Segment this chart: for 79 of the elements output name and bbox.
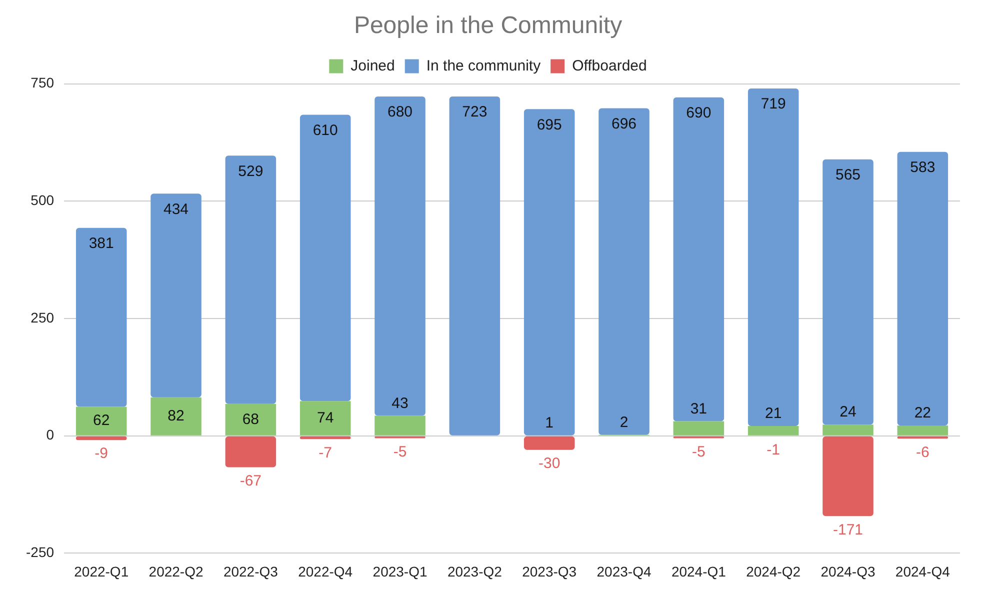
x-tick-label: 2023-Q4 [596,563,652,580]
bar [76,228,127,407]
bar [822,424,874,436]
y-tick-label: 500 [30,192,54,208]
x-tick-label: 2022-Q3 [223,563,278,580]
bar [897,152,948,426]
bar [150,194,202,398]
data-label: -30 [538,455,560,472]
data-label: 434 [164,200,189,218]
x-tick-label: 2024-Q3 [820,563,876,580]
data-label: 529 [238,162,264,180]
bar [76,436,127,440]
data-label: 583 [910,159,936,176]
bar [374,96,426,416]
data-label: 43 [392,394,408,412]
bar [673,421,724,436]
bar [897,426,948,436]
chart-title: People in the Community [354,12,622,40]
data-label: 565 [835,166,861,184]
data-label: 719 [760,96,786,113]
bar [673,97,724,422]
bar [524,109,575,436]
data-label: 21 [764,405,782,422]
x-tick-label: 2024-Q1 [671,563,726,580]
data-label: 22 [914,404,932,422]
bar [225,436,276,468]
y-tick-label: 250 [30,309,54,326]
data-label: -9 [94,445,108,462]
data-label: -171 [832,521,864,538]
data-label: 24 [840,404,856,421]
legend-label: Offboarded [572,57,647,74]
data-label: 74 [317,409,334,426]
legend-label: Joined [350,57,395,74]
bar [822,159,874,425]
legend-label: In the community [426,57,542,74]
bar [300,436,351,440]
bar [300,401,351,436]
data-label: 68 [242,410,260,428]
bar [449,96,500,436]
data-label: -67 [240,472,262,490]
bar [300,114,351,402]
x-tick-label: 2024-Q2 [746,563,801,580]
data-label: 690 [686,104,712,122]
x-tick-label: 2023-Q2 [447,563,502,580]
bar [374,416,426,436]
bar [524,436,575,450]
y-tick-label: 0 [46,426,54,443]
data-label: -6 [916,444,930,461]
y-tick-label: 750 [30,74,54,91]
data-label: 62 [93,412,110,430]
x-tick-label: 2022-Q2 [148,563,204,580]
data-label: 1 [545,414,554,432]
data-label: 31 [690,400,708,418]
data-label: 610 [312,122,338,139]
data-label: -5 [393,443,407,460]
data-label: 723 [462,104,488,121]
data-label: 680 [387,104,413,121]
bar [76,406,127,436]
data-label: -7 [318,444,332,462]
bar [598,108,650,435]
x-tick-label: 2023-Q1 [372,563,428,580]
data-label: -1 [766,441,780,458]
data-label: 2 [620,414,628,432]
x-tick-label: 2022-Q1 [74,563,129,580]
bar [748,88,799,426]
bar [225,404,276,436]
data-label: 695 [536,116,562,134]
bar [748,426,799,436]
data-label: 82 [168,407,184,424]
data-label: 381 [88,235,114,252]
bar [822,436,874,516]
y-tick-label: -250 [26,544,54,560]
x-tick-label: 2022-Q4 [298,563,353,580]
x-tick-label: 2024-Q4 [895,563,950,580]
bar [150,397,202,436]
data-label: -5 [692,443,706,460]
bar [225,156,276,404]
x-tick-label: 2023-Q3 [522,563,577,580]
data-label: 696 [611,115,637,132]
